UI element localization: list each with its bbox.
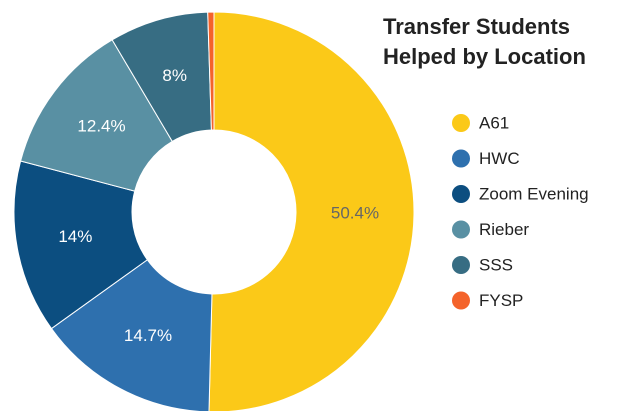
donut-slice xyxy=(207,11,215,131)
legend-label: SSS xyxy=(479,255,513,274)
slice-label: 12.4% xyxy=(77,116,125,135)
legend-label: FYSP xyxy=(479,291,523,310)
slice-label: 50.4% xyxy=(331,203,379,222)
legend-label: A61 xyxy=(479,113,509,132)
slice-label: 14.7% xyxy=(124,326,172,345)
chart-title: Transfer Students Helped by Location xyxy=(383,14,586,69)
legend-marker xyxy=(452,256,470,274)
legend-label: HWC xyxy=(479,149,520,168)
donut-slice xyxy=(50,259,213,411)
legend-label: Zoom Evening xyxy=(479,184,589,203)
slice-label: 8% xyxy=(162,66,187,85)
legend-marker xyxy=(452,220,470,239)
slice-label: 14% xyxy=(58,227,92,246)
donut-slice xyxy=(208,11,415,411)
donut-slice xyxy=(13,160,149,330)
legend-marker xyxy=(452,185,470,203)
legend-marker xyxy=(452,149,470,168)
legend-marker xyxy=(452,291,470,310)
legend-marker xyxy=(452,114,470,132)
legend-label: Rieber xyxy=(479,220,529,239)
